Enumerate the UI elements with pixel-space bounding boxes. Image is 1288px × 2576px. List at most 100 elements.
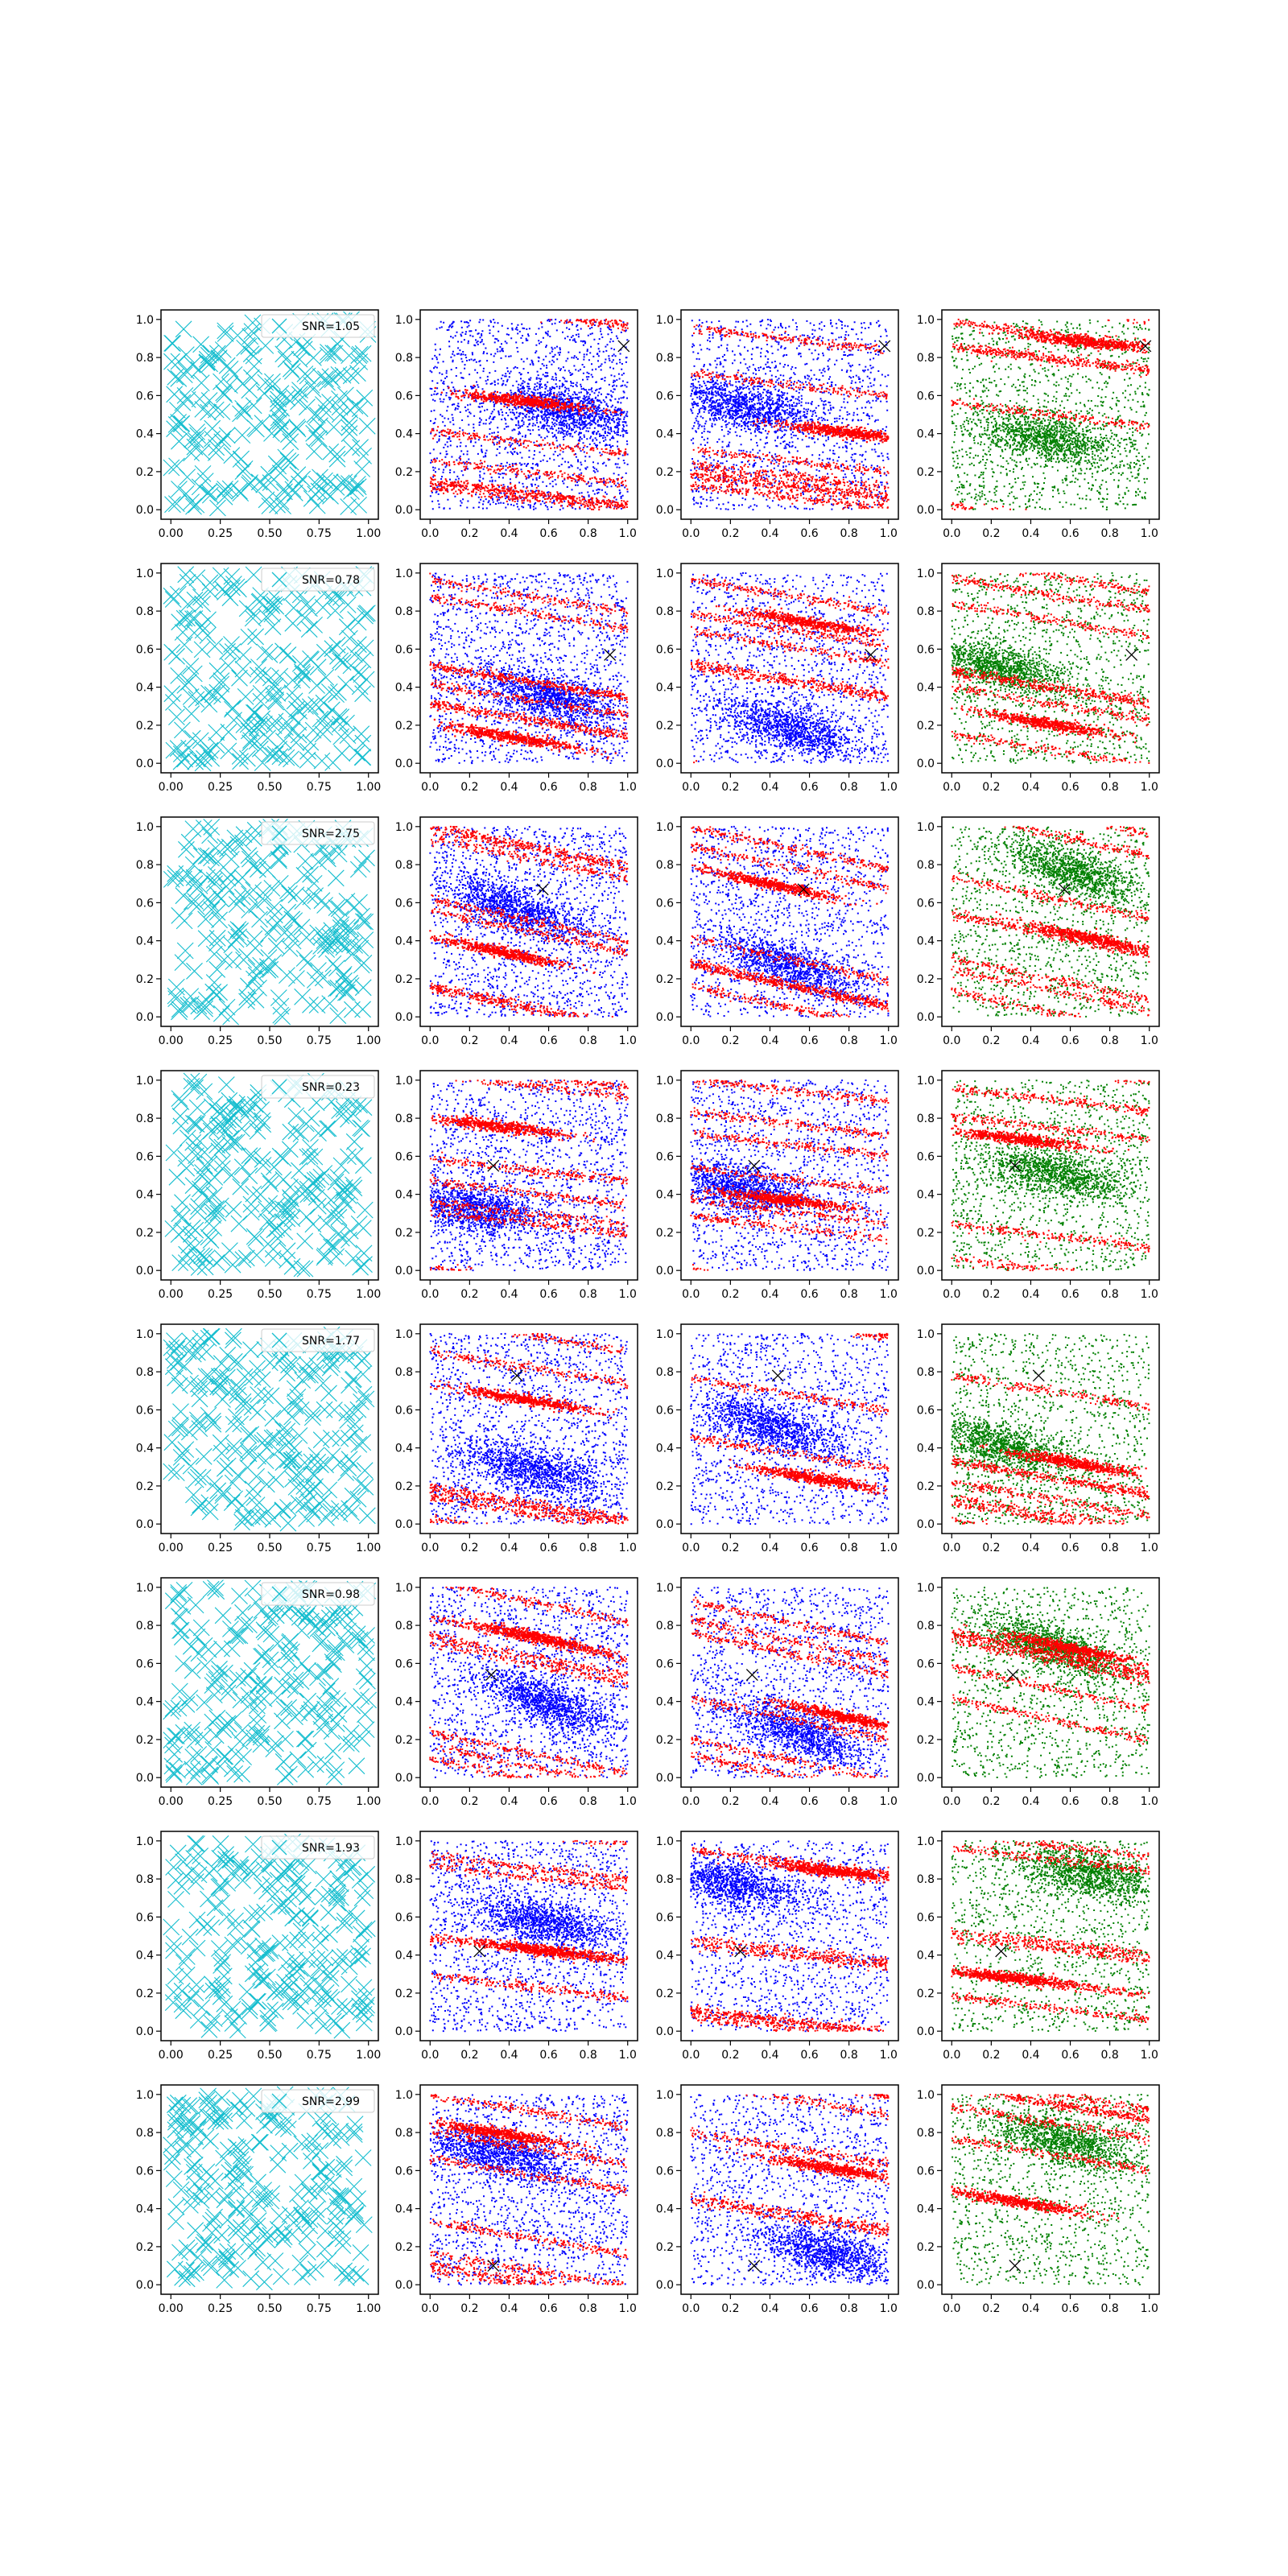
cyan-x-markers: [163, 311, 377, 517]
x-tick-label: 0.2: [721, 527, 739, 540]
y-tick-label: 0.0: [395, 1518, 413, 1531]
y-tick-label: 0.0: [136, 1011, 154, 1024]
subplot-r6-c3: 0.0 0.2 0.4 0.6 0.8 1.0 0.0 0.2 0.4 0.6 0.8 1.0: [917, 1831, 1160, 2062]
x-tick-label: 0.8: [580, 781, 597, 794]
scatter-points: [690, 1847, 890, 2033]
y-tick-label: 0.4: [917, 1950, 935, 1963]
x-tick-label: 0.4: [500, 1288, 518, 1301]
y-tick-label: 1.0: [136, 1835, 154, 1848]
scatter-points: [429, 1079, 629, 1272]
scatter-points: [691, 1683, 889, 1777]
y-tick-label: 1.0: [656, 314, 674, 327]
x-tick-label: 0.2: [982, 1034, 1000, 1047]
y-tick-label: 0.6: [656, 390, 674, 402]
x-tick-label: 0.6: [800, 1795, 818, 1808]
x-tick-label: 0.75: [307, 2049, 332, 2062]
y-tick-label: 0.8: [917, 859, 935, 872]
x-tick-label: 1.00: [356, 527, 381, 540]
y-tick-label: 0.4: [395, 1189, 413, 1202]
x-tick-label: 1.0: [1141, 1795, 1158, 1808]
x-tick-label: 0.6: [1061, 1795, 1079, 1808]
y-tick-label: 0.4: [136, 682, 154, 695]
y-tick-label: 0.2: [136, 2241, 154, 2254]
x-tick-label: 0.6: [800, 1542, 818, 1554]
x-tick-label: 0.0: [943, 2049, 960, 2062]
scatter-points: [966, 828, 1150, 923]
y-tick-label: 0.0: [917, 758, 935, 770]
y-tick-label: 0.4: [395, 935, 413, 948]
y-tick-label: 0.4: [656, 1696, 674, 1709]
y-tick-label: 0.2: [395, 720, 413, 733]
x-tick-label: 0.6: [800, 2302, 818, 2315]
scatter-points: [753, 418, 890, 444]
legend-snr-label: SNR=2.75: [302, 828, 360, 840]
x-tick-label: 0.00: [159, 781, 184, 794]
y-tick-label: 0.4: [917, 2203, 935, 2216]
axes-frame: [680, 1070, 899, 1281]
y-tick-label: 0.0: [917, 1518, 935, 1531]
x-tick-label: 0.0: [682, 1034, 700, 1047]
cyan-x-markers: [163, 2086, 373, 2291]
y-tick-label: 0.4: [136, 2203, 154, 2216]
x-tick-label: 0.6: [539, 527, 557, 540]
scatter-points: [951, 705, 1137, 744]
scatter-points: [429, 1839, 629, 2033]
x-tick-label: 1.0: [1141, 1542, 1158, 1554]
legend-box: [261, 1582, 375, 1606]
x-tick-label: 0.6: [539, 1795, 557, 1808]
y-tick-label: 0.6: [656, 1404, 674, 1417]
x-tick-label: 0.6: [539, 2049, 557, 2062]
y-tick-label: 0.6: [395, 643, 413, 656]
scatter-points: [690, 826, 890, 1018]
y-tick-label: 0.0: [136, 2025, 154, 2038]
y-tick-label: 0.0: [136, 1265, 154, 1278]
x-tick-label: 0.8: [1101, 1288, 1119, 1301]
reference-x-marker: [487, 2260, 500, 2273]
y-tick-label: 0.6: [395, 1657, 413, 1670]
legend-snr-label: SNR=1.05: [302, 320, 360, 333]
x-tick-label: 0.0: [421, 527, 439, 540]
x-tick-label: 0.8: [580, 1795, 597, 1808]
legend-box: [261, 1075, 375, 1099]
x-tick-label: 0.0: [421, 2049, 439, 2062]
subplot-r3-c2: 0.0 0.2 0.4 0.6 0.8 1.0 0.0 0.2 0.4 0.6 0.8 1.0: [656, 1070, 899, 1301]
x-tick-label: 0.0: [682, 781, 700, 794]
reference-x-marker: [604, 648, 617, 661]
x-tick-label: 0.4: [761, 1795, 778, 1808]
scatter-points: [436, 1874, 625, 1963]
x-tick-label: 1.0: [619, 1034, 637, 1047]
y-tick-label: 0.0: [395, 1772, 413, 1785]
y-tick-label: 0.6: [656, 643, 674, 656]
y-tick-label: 1.0: [395, 1582, 413, 1595]
legend-snr-label: SNR=1.93: [302, 1842, 360, 1855]
x-tick-label: 0.8: [580, 1034, 597, 1047]
x-tick-label: 0.4: [761, 1288, 778, 1301]
y-tick-label: 0.0: [395, 1265, 413, 1278]
scatter-points: [715, 605, 885, 641]
cyan-scatter: [164, 1072, 374, 1278]
y-tick-label: 0.8: [656, 1366, 674, 1379]
reference-x-marker: [734, 1945, 747, 1958]
axes-frame: [941, 1070, 1160, 1281]
scatter-points: [429, 2108, 613, 2197]
cyan-scatter: [163, 1833, 376, 2039]
y-tick-label: 0.0: [917, 504, 935, 517]
x-tick-label: 0.6: [1061, 2302, 1079, 2315]
y-tick-label: 0.6: [136, 2165, 154, 2178]
x-tick-label: 1.0: [880, 1542, 898, 1554]
x-tick-label: 0.2: [982, 527, 1000, 540]
x-tick-label: 0.00: [159, 1795, 184, 1808]
y-tick-label: 0.0: [136, 504, 154, 517]
y-tick-label: 0.0: [917, 2279, 935, 2292]
y-tick-label: 0.2: [395, 1227, 413, 1240]
x-tick-label: 0.8: [840, 2302, 858, 2315]
scatter-points: [951, 1333, 1150, 1525]
y-tick-label: 0.8: [136, 1113, 154, 1125]
x-tick-label: 0.4: [761, 527, 778, 540]
reference-x-marker: [1009, 1159, 1022, 1172]
x-tick-label: 1.0: [880, 527, 898, 540]
scatter-points: [712, 2210, 890, 2285]
subplot-r4-c1: 0.0 0.2 0.4 0.6 0.8 1.0 0.0 0.2 0.4 0.6 0.8 1.0: [395, 1323, 638, 1554]
y-tick-label: 1.0: [395, 1075, 413, 1088]
x-tick-label: 0.0: [421, 2302, 439, 2315]
